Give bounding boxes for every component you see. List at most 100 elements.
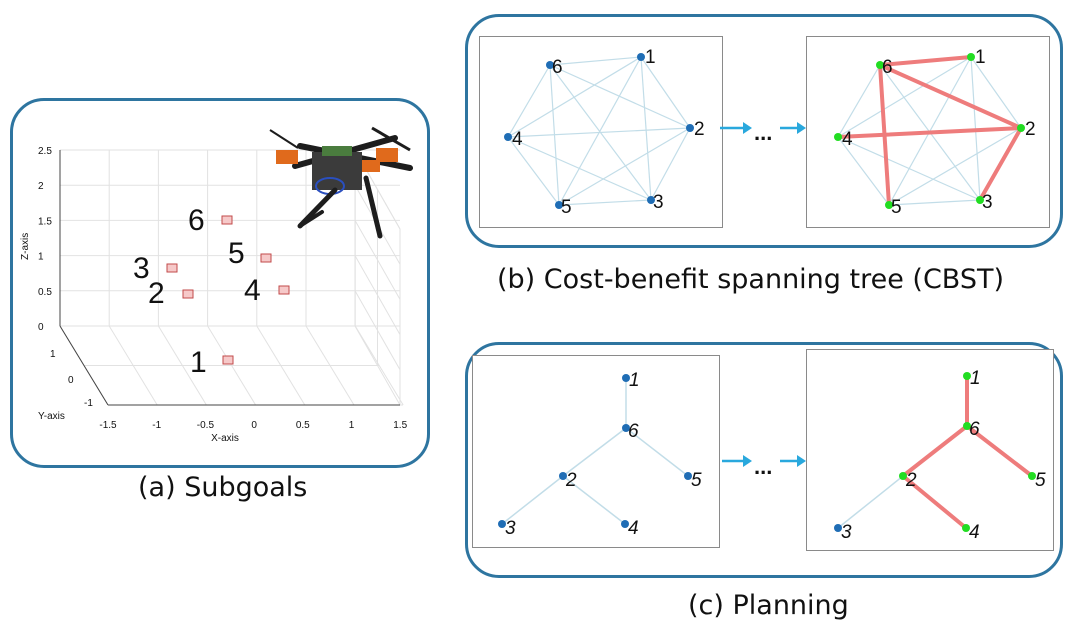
graph-edge <box>507 64 551 138</box>
planning-before-node-label-4: 4 <box>628 518 639 539</box>
drone-board <box>322 146 352 156</box>
drone-leg <box>298 210 324 228</box>
y-axis-title: Y-axis <box>38 411 65 422</box>
graph-edge <box>549 56 642 66</box>
planning-before-node-4 <box>621 520 629 528</box>
cbst-before-node-3 <box>647 196 655 204</box>
z-tick-label: 0.5 <box>38 287 52 298</box>
grid-line <box>354 325 404 406</box>
subgoal-label-6: 6 <box>188 204 205 237</box>
graph-edge <box>558 127 691 206</box>
subgoal-label-1: 1 <box>190 346 207 379</box>
cbst-before-node-label-3: 3 <box>653 192 664 213</box>
graph-edge <box>837 136 890 206</box>
drone-propeller <box>269 129 299 149</box>
subgoal-marker-2 <box>182 289 194 299</box>
planning-after-node-2 <box>899 472 907 480</box>
x-tick-label: -1.5 <box>99 420 117 431</box>
cbst-after-node-label-3: 3 <box>982 192 993 213</box>
cbst-tree-edge <box>836 126 1023 139</box>
x-tick-label: 1.5 <box>393 420 407 431</box>
arrow-head <box>743 122 752 134</box>
planning-tree-after: 1 2 3 4 5 6 <box>834 368 1046 543</box>
y-tick-label: 1 <box>50 349 56 360</box>
grid-line <box>354 255 401 335</box>
planning-after-node-1 <box>963 372 971 380</box>
graph-edge <box>640 56 691 129</box>
x-tick-label: 0 <box>251 420 257 431</box>
cbst-after-node-label-1: 1 <box>975 47 986 68</box>
z-tick-label: 0 <box>38 322 44 333</box>
cbst-tree-edge <box>878 63 1023 130</box>
subgoal-marker-1 <box>222 355 234 365</box>
y-tick-label: 0 <box>68 375 74 386</box>
graph-edge <box>549 64 691 129</box>
cbst-after-node-2 <box>1017 124 1025 132</box>
planning-after-node-4 <box>962 524 970 532</box>
drone-motor <box>376 148 398 162</box>
plan-edge <box>965 424 1034 478</box>
cbst-after-node-label-6: 6 <box>882 57 893 78</box>
tree-edge <box>837 475 904 529</box>
z-tick-label: 2 <box>38 181 44 192</box>
planning-after-node-label-6: 6 <box>969 419 980 440</box>
plan-edge <box>901 474 968 530</box>
planning-after-node-label-5: 5 <box>1035 470 1046 491</box>
plan-edge <box>901 424 969 478</box>
drone-propeller <box>371 126 411 152</box>
tree-edge <box>562 475 626 525</box>
graph-edge <box>837 56 972 138</box>
tree-edge <box>501 475 564 525</box>
subgoal-label-4: 4 <box>244 274 261 307</box>
x-tick-label: 0.5 <box>296 420 310 431</box>
graph-edge <box>549 64 652 201</box>
tree-edge <box>625 427 689 477</box>
cbst-graph-before: 1 2 3 4 5 6 <box>504 47 705 218</box>
subgoal-label-2: 2 <box>148 277 165 310</box>
cbst-after-node-6 <box>876 61 884 69</box>
x-tick-label: 1 <box>349 420 355 431</box>
cbst-after-node-4 <box>834 133 842 141</box>
arrow-head <box>797 122 806 134</box>
subgoal-label-5: 5 <box>228 237 245 270</box>
graph-edge <box>650 127 691 201</box>
planning-after-node-label-3: 3 <box>841 522 852 543</box>
planning-before-node-5 <box>684 472 692 480</box>
arrow-head <box>797 455 806 467</box>
graph-edge <box>837 64 881 138</box>
x-tick-label: -1 <box>152 420 161 431</box>
cbst-after-node-label-5: 5 <box>891 197 902 218</box>
planning-ellipsis: ... <box>754 454 773 479</box>
graph-edge <box>837 136 981 201</box>
planning-graph-frame-after <box>806 349 1054 551</box>
cbst-before-node-label-2: 2 <box>694 119 705 140</box>
cbst-before-node-label-1: 1 <box>645 47 656 68</box>
graph-edge <box>507 136 652 201</box>
cbst-after-node-label-2: 2 <box>1025 119 1036 140</box>
cbst-tree-edge <box>878 55 973 67</box>
grid-line <box>354 220 401 300</box>
drone-image <box>269 126 413 239</box>
z-axis-title: Z-axis <box>20 233 31 260</box>
cbst-graph-after: 1 2 3 4 5 6 <box>834 47 1036 218</box>
cbst-before-node-4 <box>504 133 512 141</box>
cbst-before-node-2 <box>686 124 694 132</box>
planning-before-node-1 <box>622 374 630 382</box>
graph-edge <box>507 127 691 138</box>
x-axis-title: X-axis <box>211 433 239 444</box>
drone-leg <box>363 175 383 239</box>
cbst-after-node-label-4: 4 <box>842 129 853 150</box>
y-axis-line <box>59 325 109 406</box>
cbst-before-node-6 <box>546 61 554 69</box>
planning-before-node-6 <box>622 424 630 432</box>
tree-edge <box>562 427 627 477</box>
z-tick-label: 1.5 <box>38 216 52 227</box>
drone-body <box>312 152 362 190</box>
planning-before-node-3 <box>498 520 506 528</box>
cbst-ellipsis: ... <box>754 120 773 145</box>
graph-edge <box>970 56 1022 129</box>
planning-before-node-label-1: 1 <box>629 370 640 391</box>
planning-after-node-6 <box>963 422 971 430</box>
planning-after-node-label-2: 2 <box>905 470 917 491</box>
